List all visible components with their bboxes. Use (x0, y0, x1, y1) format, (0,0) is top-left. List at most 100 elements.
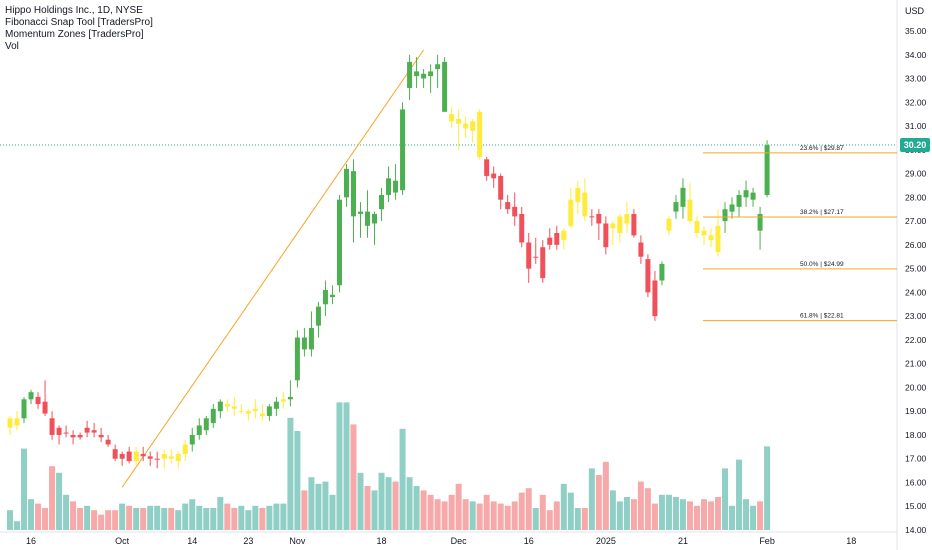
volume-bar (483, 494, 490, 530)
volume-bar (343, 402, 350, 530)
volume-bar (49, 466, 56, 530)
volume-bar (764, 446, 771, 530)
y-tick-label: 18.00 (905, 430, 927, 440)
candle-body (673, 202, 679, 212)
candle-body (624, 213, 630, 224)
candle-body (631, 213, 637, 236)
volume-bar (217, 497, 224, 530)
candle-body (757, 213, 763, 231)
candle-body (638, 242, 644, 257)
currency-label[interactable]: USD (904, 6, 924, 16)
indicator-volume[interactable]: Vol (5, 41, 19, 52)
volume-bar (189, 499, 196, 530)
volume-bar (609, 490, 616, 530)
candle-body (238, 411, 244, 413)
volume-bar (616, 501, 623, 530)
volume-bar (490, 501, 497, 530)
candle-body (7, 418, 13, 428)
volume-bar (602, 461, 609, 530)
candle-body (133, 451, 139, 462)
candle-body (322, 290, 328, 305)
fib-level-label: 38.2% | $27.17 (800, 209, 844, 216)
candle-body (694, 221, 700, 233)
candle-body (498, 175, 504, 200)
volume-bar (729, 505, 736, 530)
candle-body (91, 430, 97, 433)
candle-body (477, 111, 483, 157)
volume-bar (588, 468, 595, 530)
candle-body (736, 194, 742, 207)
volume-bar (399, 428, 406, 530)
x-tick-label: 16 (26, 536, 36, 546)
candle-body (575, 187, 581, 203)
candle-body (561, 230, 567, 241)
candle-body (729, 204, 735, 212)
y-tick-label: 24.00 (905, 287, 927, 297)
candle-body (491, 173, 497, 179)
volume-bar (581, 508, 588, 530)
candle-body (224, 404, 230, 407)
volume-bar (357, 472, 364, 530)
volume-bar (378, 472, 385, 530)
candle-body (428, 71, 434, 77)
volume-bar (91, 510, 98, 530)
candle-body (154, 458, 160, 460)
candle-body (715, 225, 721, 252)
indicator-momentum[interactable]: Momentum Zones [TradersPro] (5, 29, 144, 40)
candle-body (42, 401, 48, 414)
volume-bar (595, 475, 602, 530)
candle-body (35, 396, 41, 405)
candle-body (84, 427, 90, 433)
candle-body (505, 202, 511, 210)
symbol-title[interactable]: Hippo Holdings Inc., 1D, NYSE (5, 5, 143, 16)
volume-bar (336, 402, 343, 530)
y-tick-label: 35.00 (905, 26, 927, 36)
volume-bar (252, 505, 259, 530)
candle-body (350, 171, 356, 217)
candle-body (743, 190, 749, 198)
candle-body (652, 280, 658, 317)
candle-body (610, 223, 616, 229)
candle-body (14, 418, 20, 426)
volume-bar (743, 499, 750, 530)
y-tick-label: 29.00 (905, 169, 927, 179)
candle-body (203, 418, 209, 431)
volume-bar (301, 490, 308, 530)
y-tick-label: 33.00 (905, 74, 927, 84)
volume-bar (455, 483, 462, 530)
candle-body (512, 206, 518, 217)
x-tick-label: Oct (115, 536, 130, 546)
volume-bar (693, 505, 700, 530)
candle-body (421, 73, 427, 79)
candle-body (119, 453, 125, 459)
indicator-fibonacci[interactable]: Fibonacci Snap Tool [TradersPro] (5, 17, 153, 28)
candle-body (168, 456, 174, 459)
volume-bar (98, 514, 105, 530)
y-tick-label: 25.00 (905, 264, 927, 274)
x-tick-label: 16 (524, 536, 534, 546)
volume-bar (679, 499, 686, 530)
volume-bar (70, 501, 77, 530)
candle-body (63, 432, 69, 434)
candle-body (533, 256, 539, 258)
candle-body (659, 263, 665, 281)
candle-body (547, 237, 553, 245)
volume-bar (462, 499, 469, 530)
volume-bar (539, 494, 546, 530)
candle-body (98, 434, 104, 438)
y-tick-label: 22.00 (905, 335, 927, 345)
candle-body (722, 209, 728, 222)
candle-body (701, 230, 707, 236)
volume-bar (392, 481, 399, 530)
volume-bar (644, 488, 651, 530)
candle-body (449, 114, 455, 122)
candle-body (358, 211, 363, 214)
candle-body (280, 399, 286, 402)
candle-body (554, 232, 560, 245)
volume-bar (315, 483, 322, 530)
volume-bar (112, 510, 119, 530)
volume-series (7, 402, 771, 530)
y-tick-label: 14.00 (905, 525, 927, 535)
volume-bar (469, 501, 476, 530)
